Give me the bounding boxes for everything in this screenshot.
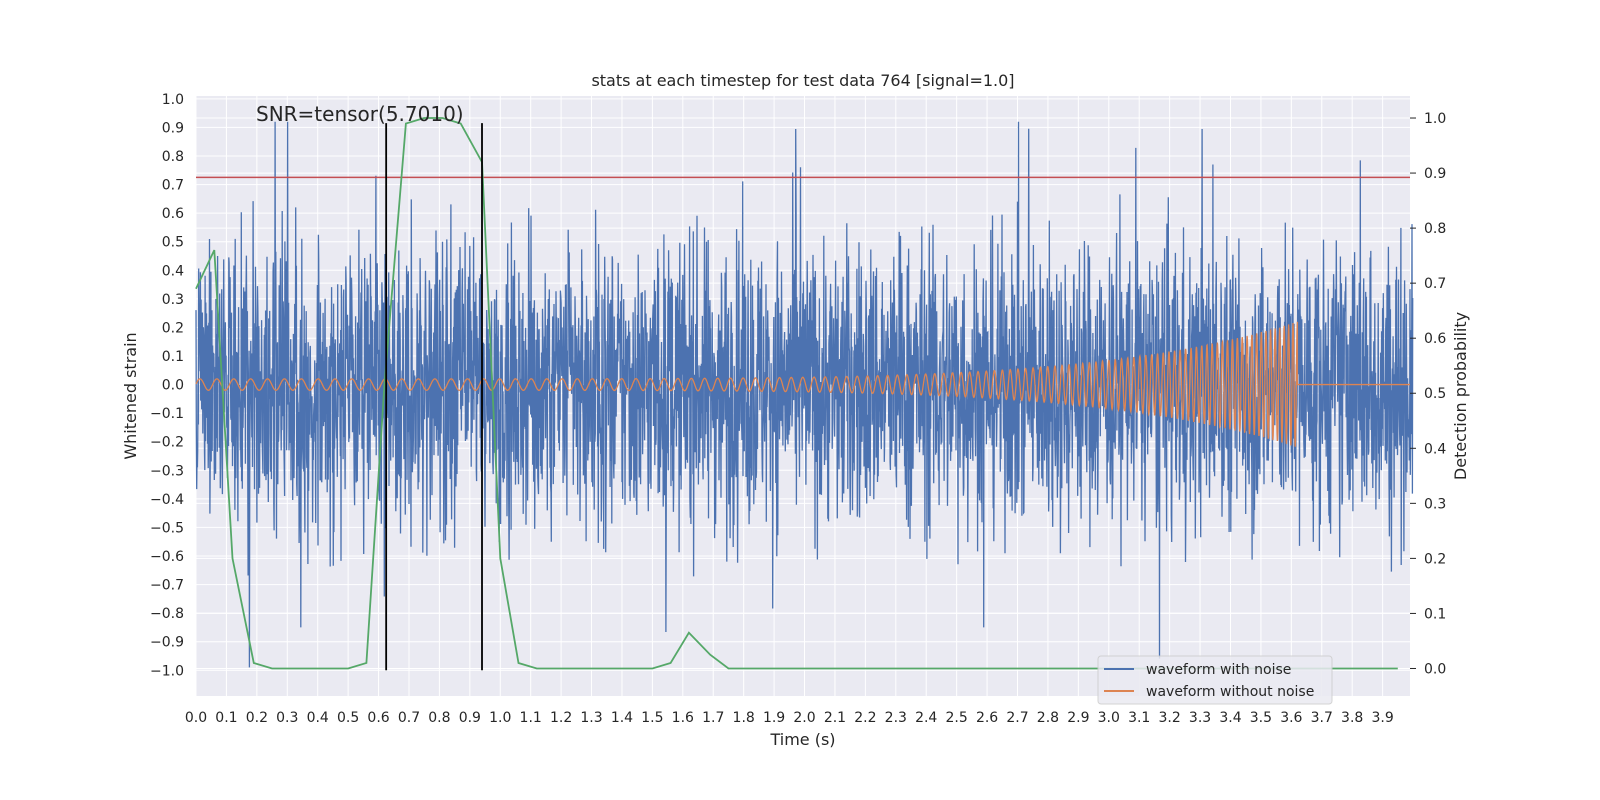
y2-tick-label: 0.7 [1424,276,1446,292]
x-tick-label: 0.8 [428,710,450,726]
x-tick-label: 2.8 [1037,710,1059,726]
snr-annotation: SNR=tensor(5.7010) [256,102,464,126]
y-tick-label: 1.0 [162,92,184,108]
y2-axis-label: Detection probability [1451,312,1470,480]
y-tick-label: 0.4 [162,263,184,279]
y2-tick-label: 0.9 [1424,166,1446,182]
x-tick-label: 3.4 [1219,710,1241,726]
x-tick-label: 0.5 [337,710,359,726]
series-waveform-without-noise [195,321,1410,447]
y2-tick-label: 1.0 [1424,111,1446,127]
x-tick-label: 1.3 [580,710,602,726]
x-tick-label: 0.9 [459,710,481,726]
x-tick-label: 2.9 [1067,710,1089,726]
y-tick-label: −0.5 [150,520,184,536]
legend-box [1097,655,1333,705]
y-axis-label: Whitened strain [121,332,140,459]
x-tick-label: 3.8 [1341,710,1363,726]
x-tick-label: 3.7 [1311,710,1333,726]
x-tick-label: 2.3 [885,710,907,726]
legend-label-clean: waveform without noise [1146,684,1314,700]
x-tick-label: 2.7 [1006,710,1028,726]
y-tick-label: 0.9 [162,120,184,136]
x-tick-label: 0.1 [215,710,237,726]
y-tick-label: −0.4 [150,492,184,508]
x-tick-label: 3.3 [1189,710,1211,726]
x-tick-label: 2.6 [976,710,998,726]
x-tick-labels: 0.0 0.1 0.2 0.3 0.4 0.5 0.6 0.7 0.8 0.9 1.0 1.1 1.2 1… [185,710,1394,726]
x-tick-label: 1.9 [763,710,785,726]
x-tick-label: 2.5 [946,710,968,726]
y-tick-label: −0.9 [150,635,184,651]
y-tick-label: −0.6 [150,549,184,565]
x-tick-label: 2.1 [824,710,846,726]
y-tick-label: 0.1 [162,349,184,365]
y-tick-label: 0.5 [162,235,184,251]
x-tick-label: 0.2 [246,710,268,726]
y-tick-label: 0.7 [162,178,184,194]
y-tick-label: −0.7 [150,578,184,594]
x-tick-label: 2.2 [854,710,876,726]
x-tick-label: 0.7 [398,710,420,726]
x-tick-label: 1.4 [611,710,633,726]
x-tick-label: 1.1 [520,710,542,726]
y-tick-label: −0.3 [150,463,184,479]
y-tick-label: −0.1 [150,406,184,422]
x-tick-label: 3.5 [1250,710,1272,726]
x-tick-label: 2.4 [915,710,937,726]
y2-tick-label: 0.6 [1424,331,1446,347]
y2-tick-labels: 1.0 0.9 0.8 0.7 0.6 0.5 0.4 0.3 0.2 0.1 0.0 [1410,111,1446,677]
x-tick-label: 3.0 [1098,710,1120,726]
y2-tick-label: 0.2 [1424,551,1446,567]
y2-tick-label: 0.1 [1424,606,1446,622]
y2-tick-label: 0.3 [1424,496,1446,512]
y-tick-label: −0.8 [150,606,184,622]
y-tick-labels: 1.0 0.9 0.8 0.7 0.6 0.5 0.4 0.3 0.2 0.1 0.0 −0.1 −0.… [150,92,184,679]
y-tick-label: 0.2 [162,320,184,336]
x-tick-label: 0.3 [276,710,298,726]
x-tick-label: 1.7 [702,710,724,726]
series-detection-probability [195,117,1398,670]
x-tick-label: 1.5 [641,710,663,726]
y2-tick-label: 0.4 [1424,441,1446,457]
y-tick-label: 0.6 [162,206,184,222]
x-axis-label: Time (s) [769,730,835,749]
legend: waveform with noise waveform without noi… [1097,655,1333,705]
y2-tick-label: 0.0 [1424,661,1446,677]
y-tick-label: 0.3 [162,292,184,308]
x-tick-label: 1.0 [489,710,511,726]
x-tick-label: 3.2 [1159,710,1181,726]
x-tick-label: 0.0 [185,710,207,726]
legend-label-noise: waveform with noise [1146,662,1291,678]
x-tick-label: 1.2 [550,710,572,726]
x-tick-label: 0.4 [307,710,329,726]
x-tick-label: 2.0 [793,710,815,726]
y-tick-label: −0.2 [150,435,184,451]
x-tick-label: 3.6 [1280,710,1302,726]
chart-title: stats at each timestep for test data 764… [591,71,1014,90]
y2-tick-label: 0.5 [1424,386,1446,402]
y-tick-label: 0.0 [162,378,184,394]
x-tick-label: 3.1 [1128,710,1150,726]
y2-tick-label: 0.8 [1424,221,1446,237]
y-tick-label: −1.0 [150,663,184,679]
x-tick-label: 1.6 [672,710,694,726]
x-tick-label: 0.6 [367,710,389,726]
x-tick-label: 1.8 [733,710,755,726]
y-tick-label: 0.8 [162,149,184,165]
plot-area [195,117,1414,671]
x-tick-label: 3.9 [1371,710,1393,726]
series-waveform-with-noise [195,121,1414,668]
